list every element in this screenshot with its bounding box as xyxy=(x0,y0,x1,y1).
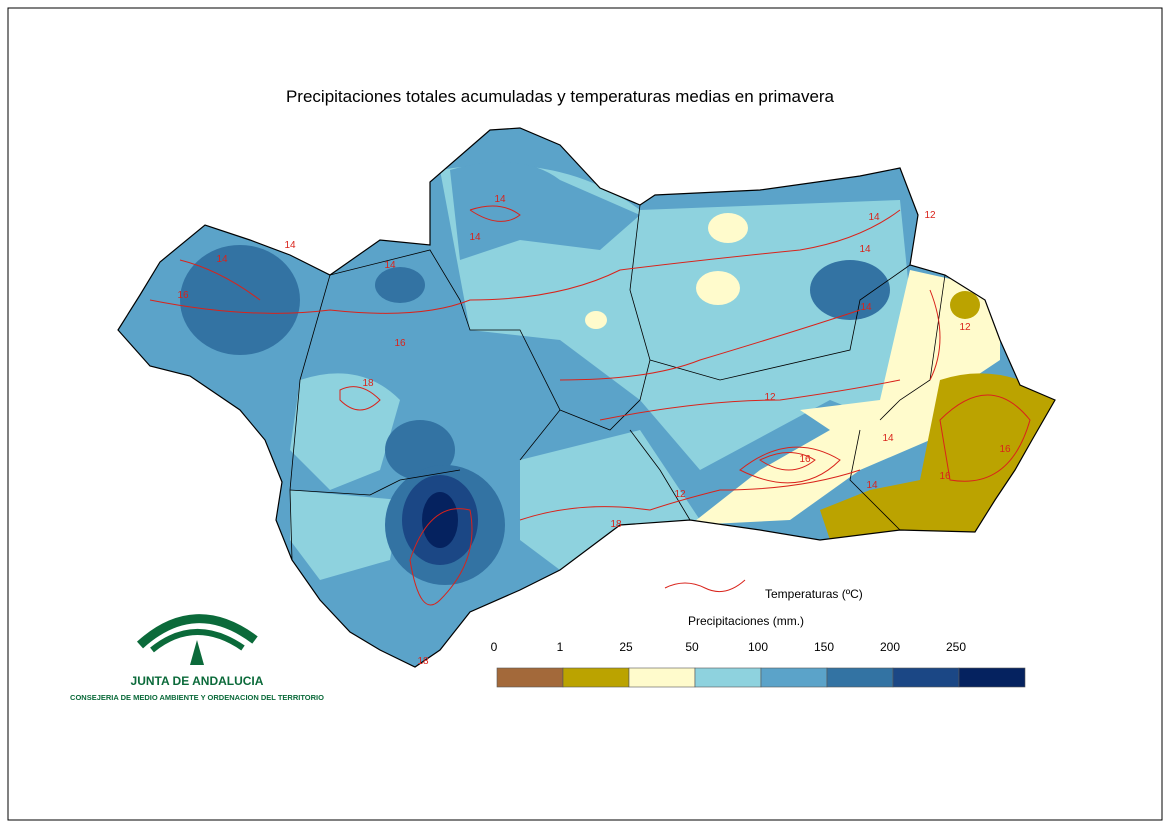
contour-label: 18 xyxy=(362,378,374,389)
legend-break-label: 0 xyxy=(491,640,498,654)
precip-zone xyxy=(520,430,700,570)
contour-label: 16 xyxy=(999,444,1011,455)
precip-zone xyxy=(422,492,458,548)
legend-swatch xyxy=(892,667,960,688)
legend-break-label: 200 xyxy=(880,640,900,654)
contour-label: 12 xyxy=(924,210,936,221)
temperature-legend-label: Temperaturas (ºC) xyxy=(765,587,863,601)
legend-swatch xyxy=(760,667,828,688)
contour-label: 18 xyxy=(610,519,622,530)
logo-figure xyxy=(190,640,204,665)
precipitation-field xyxy=(118,128,1055,667)
contour-label: 14 xyxy=(882,433,894,444)
logo-subtitle: CONSEJERIA DE MEDIO AMBIENTE Y ORDENACIO… xyxy=(70,693,324,702)
legend-break-label: 25 xyxy=(619,640,633,654)
contour-label: 14 xyxy=(859,244,871,255)
contour-label: 16 xyxy=(394,338,406,349)
legend: Temperaturas (ºC) Precipitaciones (mm.) … xyxy=(491,579,1026,688)
logo-arc xyxy=(136,614,258,649)
legend-swatch xyxy=(628,667,696,688)
legend-swatch xyxy=(826,667,894,688)
precip-zone xyxy=(290,490,400,580)
precip-zone xyxy=(950,291,980,319)
contour-label: 14 xyxy=(284,240,296,251)
contour-label: 14 xyxy=(469,232,481,243)
map-title: Precipitaciones totales acumuladas y tem… xyxy=(286,87,835,106)
precipitation-legend-label: Precipitaciones (mm.) xyxy=(688,614,804,628)
legend-break-label: 250 xyxy=(946,640,966,654)
contour-label: 16 xyxy=(799,454,811,465)
contour-label: 18 xyxy=(417,656,429,667)
precip-zone xyxy=(696,271,740,305)
contour-label: 12 xyxy=(674,489,686,500)
legend-break-label: 150 xyxy=(814,640,834,654)
contour-label: 14 xyxy=(868,212,880,223)
contour-label: 14 xyxy=(494,194,506,205)
contour-label: 16 xyxy=(177,290,189,301)
legend-swatch xyxy=(958,667,1026,688)
contour-label: 14 xyxy=(384,260,396,271)
precip-zone xyxy=(385,420,455,480)
contour-label: 12 xyxy=(959,322,971,333)
logo: JUNTA DE ANDALUCIA CONSEJERIA DE MEDIO A… xyxy=(70,614,324,702)
frame xyxy=(7,7,1163,821)
legend-swatch xyxy=(694,667,762,688)
province-borders xyxy=(289,204,946,561)
temperature-isolines: 14 14 14 16 14 16 18 14 14 14 12 14 12 12 14 16 16 14 12 18… xyxy=(149,194,1031,667)
precip-zone xyxy=(375,267,425,303)
contour-label: 14 xyxy=(866,480,878,491)
legend-swatch xyxy=(562,667,630,688)
precip-zone xyxy=(450,162,640,260)
precip-zone xyxy=(585,311,607,329)
precip-zone xyxy=(180,245,300,355)
contour-label: 14 xyxy=(860,302,872,313)
contour-label: 16 xyxy=(939,471,951,482)
precip-zone xyxy=(708,213,748,243)
contour-label: 12 xyxy=(764,392,776,403)
precip-zone xyxy=(810,260,890,320)
temperature-legend-line xyxy=(664,579,746,593)
logo-arc xyxy=(150,629,245,653)
legend-break-label: 50 xyxy=(685,640,699,654)
precip-zone xyxy=(690,270,1000,525)
logo-name: JUNTA DE ANDALUCIA xyxy=(131,674,264,688)
legend-break-label: 1 xyxy=(557,640,564,654)
legend-break-label: 100 xyxy=(748,640,768,654)
legend-swatch xyxy=(496,667,564,688)
contour-label: 14 xyxy=(216,254,228,265)
precip-zone xyxy=(290,373,400,490)
